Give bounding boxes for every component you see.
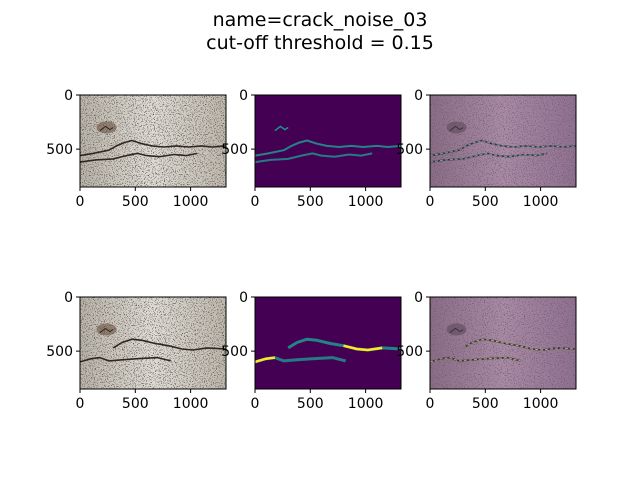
heatmap-crack-lower xyxy=(255,152,373,164)
x-tick-label: 0 xyxy=(251,194,260,210)
axes-frame xyxy=(254,296,402,390)
heatmap-crack-upper xyxy=(255,139,401,157)
prediction-highlight xyxy=(430,152,548,163)
x-tick-label: 0 xyxy=(251,396,260,412)
y-tick-label: 500 xyxy=(46,142,73,158)
x-tick-label: 0 xyxy=(426,396,435,412)
heatmap-background xyxy=(255,95,401,187)
axes-frame xyxy=(429,296,577,390)
crack-line xyxy=(449,327,464,334)
y-tick-label: 0 xyxy=(64,88,73,104)
subplot-1-1: 0 500 1000 0 500 xyxy=(46,88,227,210)
subplot-image xyxy=(80,297,226,389)
subplot-1-3: 0 500 1000 0 500 xyxy=(396,88,577,210)
subplot-image xyxy=(255,95,401,187)
subplot-2-2: 0 500 1000 0 500 xyxy=(221,290,402,412)
prediction-highlight xyxy=(430,140,576,157)
subplot-image xyxy=(430,297,576,389)
crack-line xyxy=(80,139,226,157)
figure-title-line-2: cut-off threshold = 0.15 xyxy=(206,32,434,54)
crack-line xyxy=(449,125,464,132)
crack-line xyxy=(80,152,198,163)
x-tick-label: 500 xyxy=(472,194,499,210)
subplot-1-2: 0 500 1000 0 500 xyxy=(221,88,402,210)
axes-frame xyxy=(429,94,577,188)
x-tick-label: 1000 xyxy=(348,194,384,210)
subplot-image xyxy=(430,95,576,187)
figure-title-line-1: name=crack_noise_03 xyxy=(213,9,428,31)
axes-frame xyxy=(79,94,227,188)
subplot-image xyxy=(80,95,226,187)
x-tick-label: 500 xyxy=(122,194,149,210)
x-tick-label: 1000 xyxy=(523,194,559,210)
x-tick-label: 500 xyxy=(297,396,324,412)
image-noise xyxy=(80,95,226,187)
crack-line xyxy=(112,338,226,351)
x-tick-label: 500 xyxy=(472,396,499,412)
heatmap-crack-spot xyxy=(274,125,289,132)
x-tick-label: 1000 xyxy=(348,396,384,412)
crack-line xyxy=(80,356,171,363)
subplot-2-3: 0 500 1000 0 500 xyxy=(396,290,577,412)
subplot-grid: 0 500 1000 0 500 0 500 1000 0 500 0 500 1000 0 500 0 500… xyxy=(46,88,577,412)
x-tick-label: 0 xyxy=(76,396,85,412)
x-tick-label: 0 xyxy=(76,194,85,210)
x-tick-label: 0 xyxy=(426,194,435,210)
y-tick-label: 0 xyxy=(414,88,423,104)
prediction-highlight xyxy=(430,357,521,363)
crack-line xyxy=(99,125,114,132)
x-tick-label: 1000 xyxy=(523,396,559,412)
axes-frame xyxy=(254,94,402,188)
y-tick-label: 500 xyxy=(396,344,423,360)
x-tick-label: 500 xyxy=(122,396,149,412)
x-tick-label: 1000 xyxy=(173,396,209,412)
subplot-image xyxy=(255,297,401,389)
y-tick-label: 500 xyxy=(46,344,73,360)
y-tick-label: 500 xyxy=(396,142,423,158)
image-noise xyxy=(430,95,576,187)
y-tick-label: 500 xyxy=(221,344,248,360)
crack-line xyxy=(99,327,114,334)
prediction-highlight xyxy=(462,338,576,351)
y-tick-label: 0 xyxy=(64,290,73,306)
y-tick-label: 0 xyxy=(414,290,423,306)
x-tick-label: 500 xyxy=(297,194,324,210)
y-tick-label: 500 xyxy=(221,142,248,158)
y-tick-label: 0 xyxy=(239,88,248,104)
axes-frame xyxy=(79,296,227,390)
y-tick-label: 0 xyxy=(239,290,248,306)
x-tick-label: 1000 xyxy=(173,194,209,210)
subplot-2-1: 0 500 1000 0 500 xyxy=(46,290,227,412)
heatmap-crack-high xyxy=(343,344,383,352)
heatmap-crack-high xyxy=(255,356,276,364)
